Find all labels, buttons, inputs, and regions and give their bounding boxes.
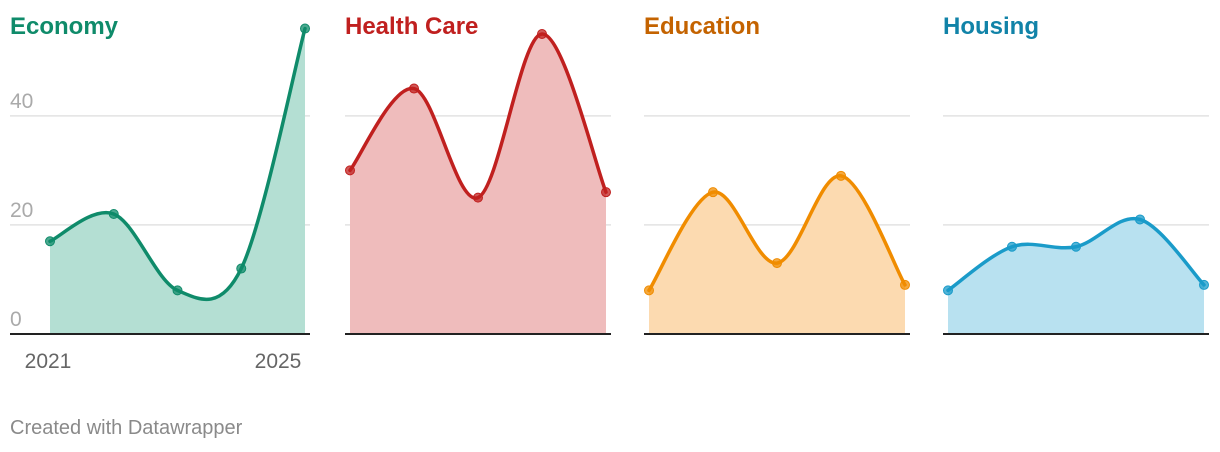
- point-housing-2025: [1199, 279, 1209, 290]
- point-economy-2021: [45, 236, 55, 247]
- y-tick-label-40: 40: [10, 90, 33, 113]
- panel-title-education: Education: [644, 13, 760, 40]
- area-health-care: [350, 33, 606, 334]
- point-economy-2022: [108, 209, 119, 219]
- line-health-care: [348, 32, 608, 200]
- x-tick-label-end: 2025: [255, 350, 302, 373]
- area-economy: [50, 28, 305, 335]
- area-housing: [948, 218, 1204, 334]
- point-education-2021: [644, 285, 654, 296]
- point-health-care-2024: [537, 29, 547, 39]
- y-tick-label-20: 20: [10, 199, 33, 222]
- point-education-2024: [836, 170, 846, 181]
- point-education-2025: [900, 279, 910, 290]
- small-multiples-chart: Economy 0 20 40 2021 2025 Health Care Education…: [10, 13, 1209, 373]
- point-health-care-2025: [601, 187, 611, 198]
- point-economy-2023: [172, 285, 183, 296]
- x-tick-label-start: 2021: [25, 350, 72, 373]
- point-housing-2022: [1007, 241, 1017, 252]
- point-economy-2025: [300, 23, 310, 34]
- point-housing-2024: [1135, 214, 1145, 225]
- panel-title-health-care: Health Care: [345, 13, 478, 40]
- point-education-2022: [708, 187, 718, 198]
- y-tick-label-0: 0: [10, 308, 22, 331]
- point-economy-2024: [236, 263, 247, 274]
- point-health-care-2023: [473, 192, 483, 203]
- panel-title-economy: Economy: [10, 13, 119, 40]
- footer-credit: Created with Datawrapper: [10, 417, 243, 439]
- point-housing-2021: [943, 285, 953, 296]
- point-health-care-2022: [409, 83, 419, 94]
- point-education-2023: [772, 258, 782, 269]
- area-education: [649, 175, 905, 334]
- point-health-care-2021: [345, 165, 355, 176]
- point-housing-2023: [1071, 241, 1081, 252]
- line-economy: [48, 26, 307, 301]
- panel-title-housing: Housing: [943, 13, 1039, 40]
